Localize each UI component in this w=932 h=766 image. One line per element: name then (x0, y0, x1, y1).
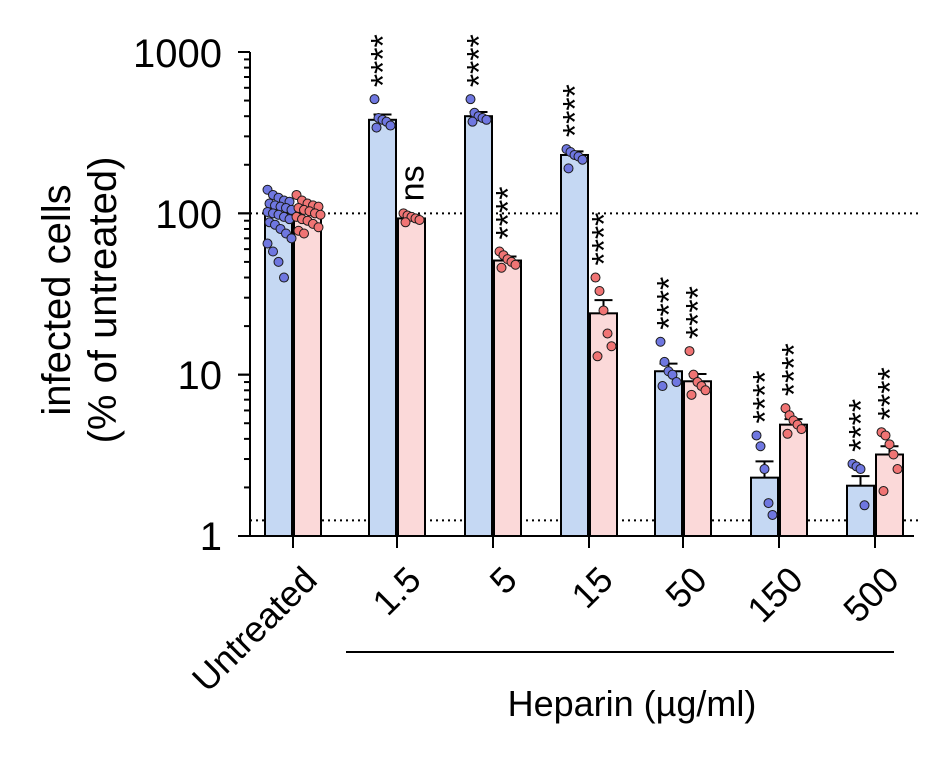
data-point-blue (467, 116, 478, 127)
y-axis-label-line1: infected cells (35, 184, 79, 415)
x-tick-label: 150 (739, 559, 810, 630)
x-tick-label: Untreated (184, 559, 325, 700)
data-point-blue (763, 498, 774, 509)
significance-label: **** (365, 34, 403, 87)
data-point-red (299, 228, 309, 239)
data-point-red (592, 351, 603, 362)
data-point-blue (385, 120, 396, 131)
data-point-blue (268, 246, 278, 257)
data-point-blue (369, 94, 380, 105)
significance-label: **** (490, 187, 528, 240)
data-point-red (594, 286, 605, 297)
x-tick-label: 500 (835, 559, 906, 630)
significance-label: **** (461, 34, 499, 87)
y-tick-label-10: 10 (178, 354, 223, 398)
data-point-red (878, 486, 889, 497)
data-point-red (888, 449, 899, 460)
data-point-red (313, 222, 324, 233)
bar-red (779, 423, 808, 538)
data-point-red (684, 346, 695, 357)
data-point-red (590, 272, 601, 283)
significance-label: **** (680, 286, 718, 339)
bar-blue (654, 370, 683, 538)
heparin-group-label: Heparin (µg/ml) (508, 683, 757, 724)
y-tick-label-1: 1 (200, 515, 222, 559)
ticks-layer (238, 51, 876, 548)
data-point-blue (481, 114, 492, 125)
data-point-blue (767, 509, 778, 520)
data-point-blue (279, 272, 289, 283)
points-layer (262, 94, 903, 520)
data-point-blue (465, 94, 476, 105)
bar-red (293, 212, 322, 537)
data-point-red (884, 439, 895, 450)
bar-red (397, 217, 426, 537)
data-point-red (892, 464, 903, 475)
bar-red (683, 380, 712, 537)
x-tick-label: 5 (482, 559, 525, 602)
significance-label: **** (747, 371, 785, 424)
bar-blue (368, 118, 397, 537)
x-tick-label: 50 (657, 559, 714, 616)
significance-label: **** (776, 343, 814, 396)
data-point-red (880, 430, 891, 441)
data-point-blue (659, 356, 670, 367)
data-point-blue (855, 464, 866, 475)
data-point-blue (671, 377, 682, 388)
data-point-red (400, 217, 411, 228)
data-point-blue (859, 500, 870, 511)
data-point-blue (655, 336, 666, 347)
data-point-blue (273, 256, 284, 267)
data-point-red (414, 214, 425, 225)
data-point-red (315, 209, 326, 220)
y-tick-label-1000: 1000 (133, 32, 222, 76)
y-tick-label-100: 100 (155, 193, 222, 237)
data-point-red (686, 389, 697, 400)
significance-label: **** (586, 213, 624, 266)
data-point-red (606, 341, 617, 352)
significance-label: **** (651, 277, 689, 330)
x-tick-label: 1.5 (364, 559, 428, 623)
data-point-blue (286, 233, 297, 244)
bar-red (493, 259, 522, 537)
data-point-red (782, 428, 793, 439)
x-tick-label: 15 (563, 559, 620, 616)
data-point-red (796, 424, 807, 435)
data-point-blue (371, 122, 382, 133)
significance-label: **** (872, 367, 910, 420)
bar-blue (560, 153, 589, 537)
data-point-red (700, 385, 711, 396)
significance-label: ns (394, 165, 432, 201)
data-point-blue (577, 154, 588, 165)
data-point-blue (759, 464, 770, 475)
data-point-blue (751, 430, 762, 441)
bar-blue (846, 484, 875, 537)
data-point-red (510, 259, 521, 270)
data-point-blue (755, 441, 766, 452)
significance-label: **** (843, 399, 881, 452)
bar-blue (750, 476, 779, 537)
data-point-blue (262, 238, 273, 249)
bars-layer (264, 110, 904, 538)
data-point-red (602, 328, 613, 339)
data-point-blue (657, 381, 668, 392)
data-point-blue (563, 163, 574, 174)
significance-label: **** (557, 84, 595, 137)
y-axis-label-line2: (% of untreated) (81, 157, 125, 444)
bar-blue (464, 115, 493, 537)
data-point-red (598, 305, 609, 316)
data-point-red (496, 262, 507, 273)
